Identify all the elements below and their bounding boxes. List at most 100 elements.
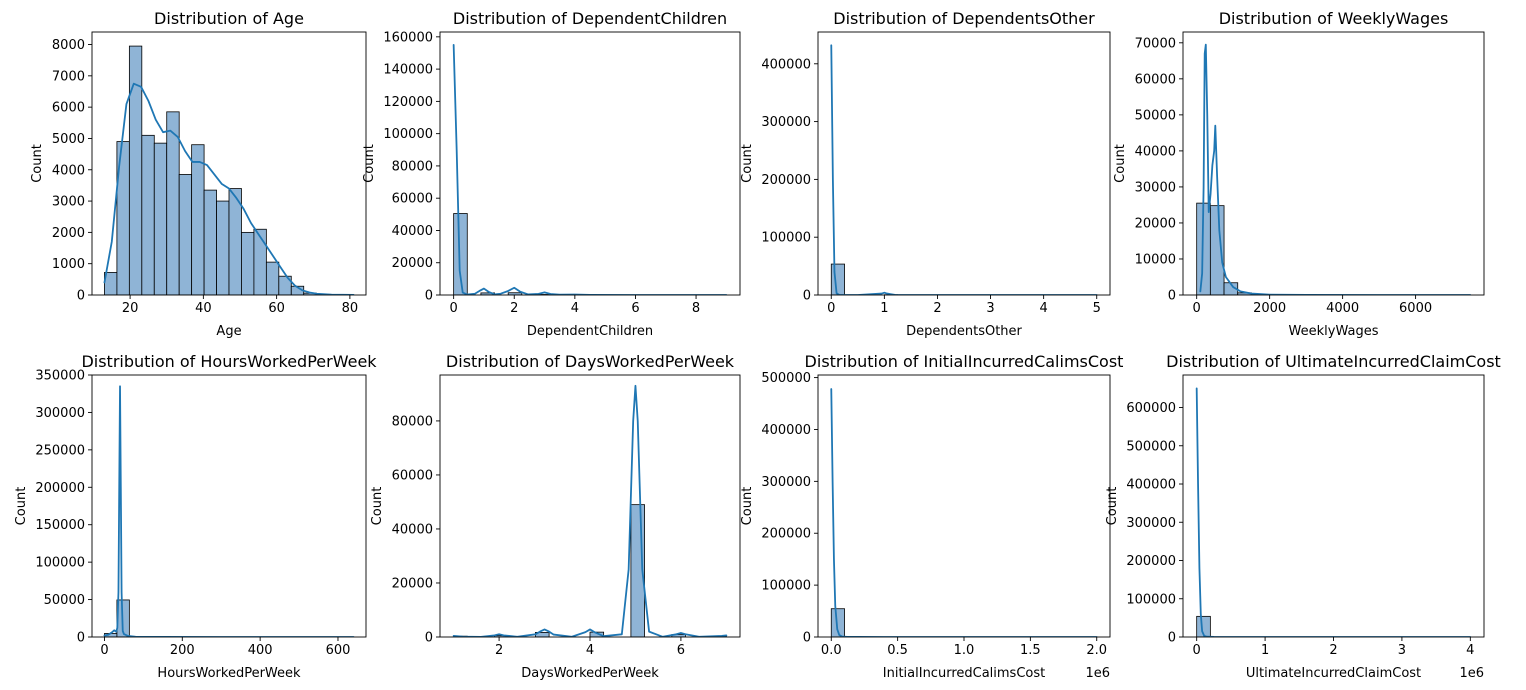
- x-axis-offset-label: 1e6: [1085, 666, 1110, 681]
- x-tick-label: 2: [933, 301, 941, 316]
- x-axis-label: WeeklyWages: [1289, 324, 1379, 339]
- y-tick-label: 600000: [1126, 401, 1176, 416]
- x-tick-label: 1.5: [1020, 643, 1041, 658]
- chart-title: Distribution of DependentChildren: [453, 9, 727, 28]
- chart-panel-6: 2 4 6 0 20000 40000 60000 80000 Distribution of …: [370, 352, 741, 681]
- plot-marks: [830, 388, 1098, 637]
- x-axis-label: DependentChildren: [527, 324, 653, 339]
- y-tick-label: 0: [425, 631, 433, 646]
- y-tick-label: 250000: [35, 443, 85, 458]
- x-tick-label: 6000: [1399, 301, 1432, 316]
- y-tick-label: 200000: [35, 481, 85, 496]
- x-tick-label: 2000: [1253, 301, 1286, 316]
- y-tick-label: 3000: [52, 195, 85, 210]
- x-tick-label: 1: [1261, 643, 1269, 658]
- y-tick-label: 400000: [761, 423, 811, 438]
- histogram-bar: [453, 213, 468, 295]
- x-tick-label: 4: [1039, 301, 1047, 316]
- y-tick-label: 40000: [1135, 144, 1176, 159]
- y-tick-label: 1000: [52, 257, 85, 272]
- y-tick-label: 0: [803, 631, 811, 646]
- y-axis-label: Count: [14, 487, 29, 526]
- y-tick-label: 300000: [761, 475, 811, 490]
- x-tick-label: 2: [495, 643, 503, 658]
- kde-line: [452, 44, 728, 295]
- plot-marks: [452, 44, 728, 295]
- y-tick-label: 8000: [52, 38, 85, 53]
- y-tick-label: 0: [803, 289, 811, 304]
- x-tick-label: 600: [326, 643, 351, 658]
- y-tick-label: 0: [425, 289, 433, 304]
- y-tick-label: 2000: [52, 226, 85, 241]
- chart-title: Distribution of UltimateIncurredClaimCos…: [1166, 352, 1501, 371]
- kde-line: [103, 82, 355, 295]
- histogram-bar: [216, 200, 230, 295]
- y-axis-label: Count: [362, 144, 377, 183]
- y-tick-label: 300000: [761, 115, 811, 130]
- x-tick-label: 3: [986, 301, 994, 316]
- y-tick-label: 50000: [1135, 108, 1176, 123]
- x-axis-label: DependentsOther: [906, 324, 1022, 339]
- x-tick-label: 40: [195, 301, 212, 316]
- axes-frame: [817, 31, 1111, 296]
- x-axis-label: UltimateIncurredClaimCost: [1246, 666, 1421, 681]
- y-tick-label: 200000: [1126, 554, 1176, 569]
- y-tick-label: 400000: [1126, 478, 1176, 493]
- kde-line: [830, 388, 1098, 637]
- y-tick-label: 200000: [761, 173, 811, 188]
- plot-marks: [103, 45, 355, 295]
- x-axis-label: InitialIncurredCalimsCost: [883, 666, 1045, 681]
- chart-title: Distribution of HoursWorkedPerWeek: [81, 352, 377, 371]
- x-tick-label: 0: [1193, 643, 1201, 658]
- y-tick-label: 0: [1168, 631, 1176, 646]
- kde-line: [830, 44, 1098, 295]
- histogram-bar: [830, 263, 845, 295]
- histogram-bar: [203, 189, 217, 295]
- x-tick-label: 4: [586, 643, 594, 658]
- chart-panel-8: 0 1 2 3 4 0 100000 200000 300000 400000 500000 6000…: [1105, 352, 1501, 681]
- y-tick-label: 80000: [392, 414, 433, 429]
- axes-frame: [439, 374, 741, 638]
- histogram-bar: [141, 134, 155, 295]
- y-tick-label: 350000: [35, 369, 85, 384]
- axes-frame: [439, 31, 741, 296]
- chart-panel-1: 20 40 60 80 0 1000 2000 3000 4000 5000 6000 7000 800…: [30, 9, 367, 339]
- y-tick-label: 160000: [383, 30, 433, 45]
- y-tick-label: 100000: [383, 127, 433, 142]
- y-tick-label: 140000: [383, 63, 433, 78]
- y-tick-label: 4000: [52, 163, 85, 178]
- plot-marks: [103, 385, 355, 637]
- histogram-bar: [128, 45, 143, 295]
- y-axis-label: Count: [740, 144, 755, 183]
- y-tick-label: 60000: [392, 192, 433, 207]
- y-tick-label: 300000: [35, 406, 85, 421]
- y-tick-label: 40000: [392, 522, 433, 537]
- histogram-bar: [1209, 205, 1225, 295]
- x-axis-label: HoursWorkedPerWeek: [157, 666, 301, 681]
- chart-panel-7: 0.0 0.5 1.0 1.5 2.0 0 100000 200000 300000 400000…: [740, 352, 1124, 681]
- y-tick-label: 100000: [35, 556, 85, 571]
- chart-title: Distribution of DaysWorkedPerWeek: [446, 352, 735, 371]
- axes-frame: [91, 374, 367, 638]
- y-tick-label: 100000: [761, 231, 811, 246]
- x-tick-label: 2.0: [1086, 643, 1107, 658]
- chart-panel-2: 0 2 4 6 8 0 20000 40000 60000 80000 100000 120000 14…: [362, 9, 741, 339]
- x-axis-label: DaysWorkedPerWeek: [521, 666, 659, 681]
- y-axis-label: Count: [1113, 144, 1128, 183]
- x-tick-label: 4: [1466, 643, 1474, 658]
- y-tick-label: 5000: [52, 132, 85, 147]
- x-tick-label: 6: [677, 643, 685, 658]
- y-axis-label: Count: [30, 144, 45, 183]
- x-axis-label: Age: [216, 324, 241, 339]
- histogram-bar: [507, 292, 523, 295]
- histogram-bar: [191, 144, 205, 295]
- y-tick-label: 0: [1168, 289, 1176, 304]
- x-tick-label: 4000: [1326, 301, 1359, 316]
- x-tick-label: 0: [100, 643, 108, 658]
- y-tick-label: 0: [77, 289, 85, 304]
- axes-frame: [1182, 374, 1485, 638]
- x-tick-label: 3: [1398, 643, 1406, 658]
- histogram-bar: [253, 228, 267, 295]
- y-tick-label: 400000: [761, 57, 811, 72]
- plot-marks: [1196, 43, 1472, 295]
